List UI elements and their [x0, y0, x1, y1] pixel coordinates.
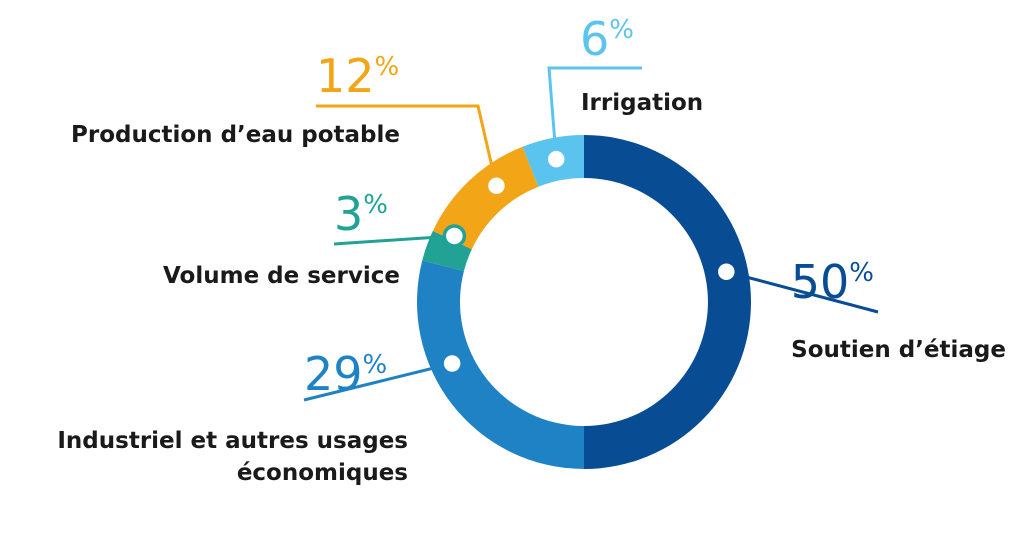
marker-dot-volume-de-service: [442, 224, 467, 248]
category-label-line: Production d’eau potable: [71, 122, 400, 148]
data-label-value: 29: [304, 347, 363, 401]
data-label-volume-de-service: 3%: [334, 187, 388, 241]
slice-industriel-et-autres-usages-economiques: [417, 260, 584, 469]
data-label-soutien-d-etiage: 50%: [791, 255, 874, 309]
data-label-production-d-eau-potable: 12%: [316, 49, 399, 103]
slice-volume-de-service: [422, 230, 472, 272]
category-label-production-d-eau-potable: Production d’eau potable: [71, 122, 400, 148]
category-label-industriel-et-autres-usages-economiques: Industriel et autres usages économiques: [57, 428, 408, 486]
category-label-line: Soutien d’étiage: [791, 337, 1006, 363]
data-label-irrigation: 6%: [580, 12, 634, 66]
leader-line-irrigation: [547, 66, 642, 160]
category-label-volume-de-service: Volume de service: [163, 263, 400, 289]
data-label-percent-sign: %: [363, 350, 388, 380]
marker-dot-irrigation: [544, 147, 568, 171]
marker-dot-industriel-et-autres-usages-economiques: [440, 351, 464, 376]
labels-layer: 50% Soutien d’étiage 29% Industriel et autr…: [57, 12, 1006, 486]
category-label-line: Volume de service: [163, 263, 400, 289]
category-label-line: économiques: [237, 460, 408, 486]
slices-layer: [417, 135, 751, 469]
category-label-soutien-d-etiage: Soutien d’étiage: [791, 337, 1006, 363]
slice-production-d-eau-potable: [432, 146, 539, 250]
leader-line-volume-de-service: [333, 234, 455, 246]
data-label-industriel-et-autres-usages-economiques: 29%: [304, 347, 387, 401]
category-label-line: Industriel et autres usages: [57, 428, 408, 454]
data-label-percent-sign: %: [849, 258, 874, 288]
data-label-percent-sign: %: [375, 52, 400, 82]
slice-soutien-d-etiage: [584, 135, 751, 469]
leader-line-production-d-eau-potable: [316, 104, 498, 187]
data-label-percent-sign: %: [363, 190, 388, 220]
data-label-value: 50: [791, 255, 850, 309]
leader-line-soutien-d-etiage: [725, 270, 879, 314]
category-label-line: Irrigation: [581, 90, 703, 116]
category-label-irrigation: Irrigation: [581, 90, 703, 116]
data-label-value: 6: [580, 12, 609, 66]
data-label-value: 12: [316, 49, 375, 103]
marker-dot-soutien-d-etiage: [714, 259, 739, 284]
callouts-layer: [303, 66, 879, 402]
marker-dot-production-d-eau-potable: [484, 174, 509, 198]
leader-line-industriel-et-autres-usages-economiques: [303, 362, 453, 402]
data-label-value: 3: [334, 187, 363, 241]
data-label-percent-sign: %: [609, 15, 634, 45]
